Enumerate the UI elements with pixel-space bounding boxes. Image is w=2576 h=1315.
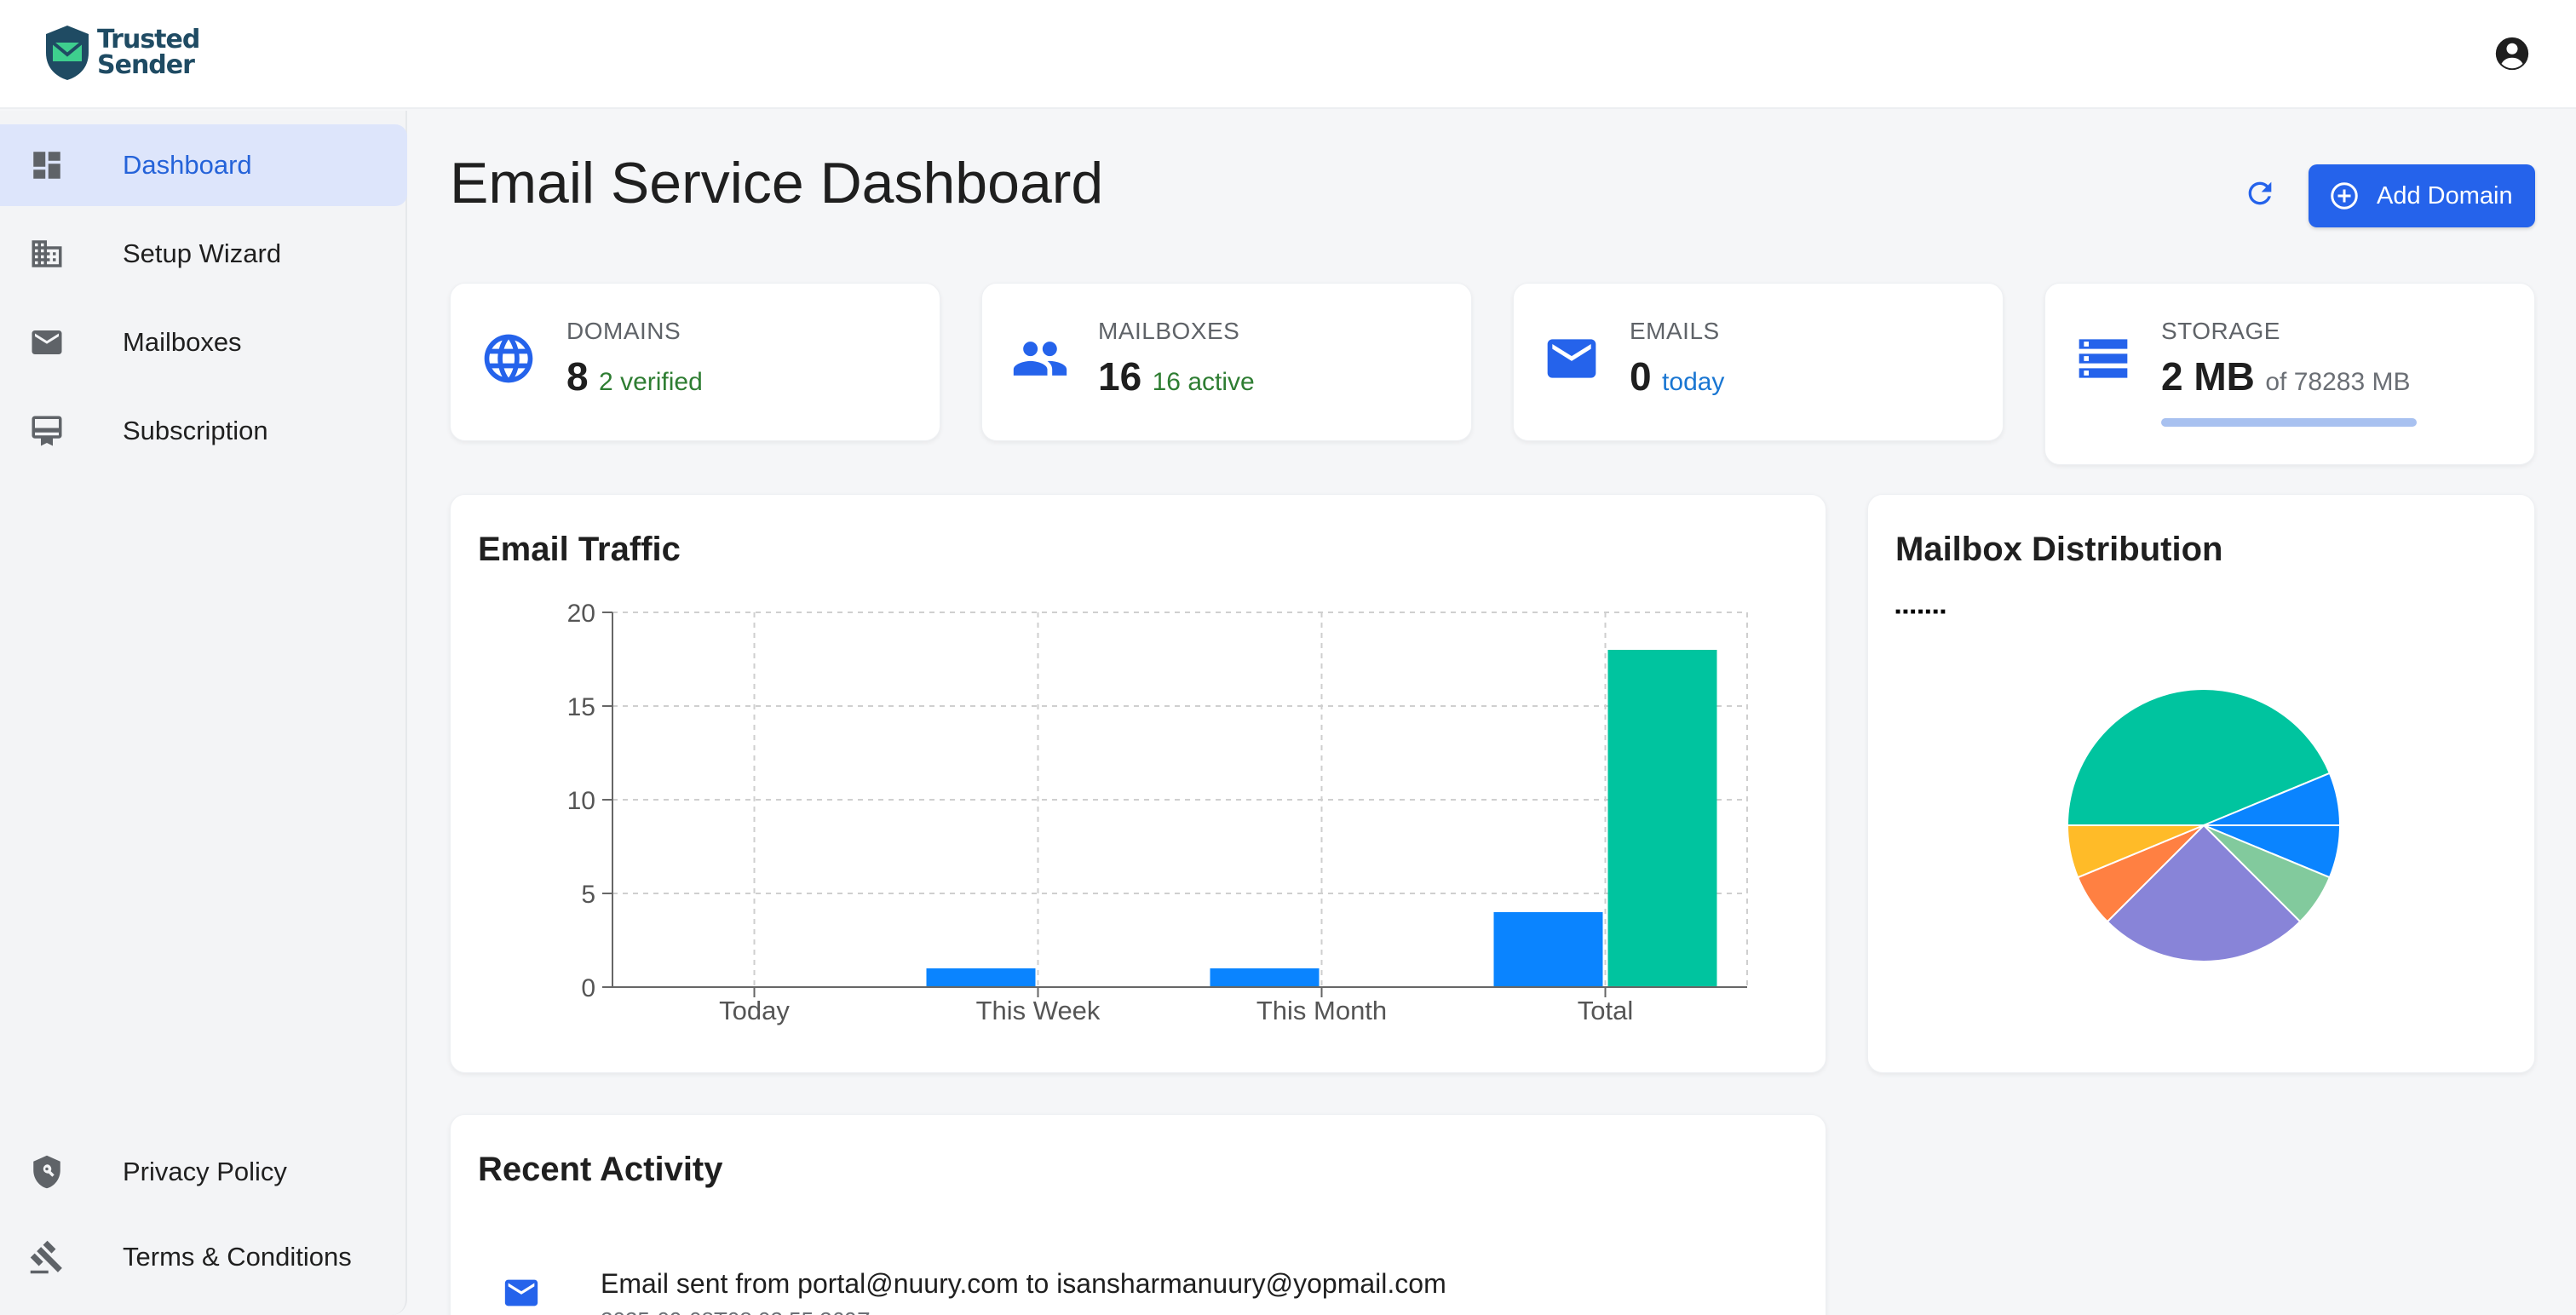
stat-value: 2 MB	[2161, 354, 2255, 399]
sidebar-item-label: Privacy Policy	[123, 1157, 287, 1186]
stat-value-row: 0 today	[1630, 353, 1724, 399]
add-circle-icon	[2331, 182, 2358, 210]
bar-total-series-0[interactable]	[1493, 912, 1603, 987]
pie-slice-4[interactable]	[2106, 824, 2302, 962]
activity-timestamp: 2025-09-08T08:03:55.369Z	[601, 1307, 871, 1315]
sidebar-item-label: Subscription	[123, 416, 268, 445]
page-title: Email Service Dashboard	[450, 151, 1104, 215]
storage-icon	[2079, 339, 2128, 378]
sidebar-item-label: Setup Wizard	[123, 238, 282, 268]
card-icon	[29, 413, 65, 449]
sidebar-item-dashboard[interactable]: Dashboard	[0, 124, 407, 206]
brand-name: Trusted Sender	[97, 25, 200, 80]
brand-line-2: Sender	[97, 50, 195, 80]
y-tick-label: 20	[567, 600, 595, 628]
stat-card-storage: STORAGE 2 MB of 78283 MB	[2044, 283, 2535, 465]
x-tick-label: This Month	[1256, 996, 1387, 1025]
email-traffic-chart: 0 5 10 15 20 Today This Week This Month Total	[567, 600, 1748, 1025]
globe-icon	[484, 334, 533, 383]
stat-label: EMAILS	[1630, 318, 1720, 344]
stat-subtext: of 78283 MB	[2265, 368, 2411, 396]
x-tick-label: Total	[1578, 996, 1633, 1025]
stat-card-mailboxes: MAILBOXES 16 16 active	[981, 283, 1472, 441]
bar-this-week-series-0[interactable]	[926, 968, 1036, 987]
pie-legend: ■ ■ ■ ■ ■ ■ ■	[1895, 607, 1946, 617]
card-title: Mailbox Distribution	[1895, 531, 2223, 568]
shield-logo-icon	[46, 26, 89, 80]
refresh-icon	[2248, 181, 2272, 205]
stat-value-row: 8 2 verified	[566, 353, 703, 399]
email-traffic-card: Email Traffic 0 5 10 15 20 Today This Week This…	[450, 494, 1826, 1073]
y-tick-label: 10	[567, 787, 595, 815]
top-app-bar: Trusted Sender	[0, 0, 2576, 109]
account-circle-icon[interactable]	[2493, 34, 2532, 73]
y-tick-label: 5	[581, 881, 595, 909]
sidebar-item-terms[interactable]: Terms & Conditions	[0, 1216, 407, 1298]
bar-total-series-1[interactable]	[1607, 650, 1717, 987]
pie-slice-6[interactable]	[2066, 824, 2205, 879]
sidebar-item-setup-wizard[interactable]: Setup Wizard	[0, 213, 407, 295]
mailbox-distribution-chart	[2066, 688, 2342, 962]
sidebar-item-mailboxes[interactable]: Mailboxes	[0, 301, 407, 383]
stat-value-row: 16 16 active	[1098, 353, 1255, 399]
stat-subtext: today	[1662, 368, 1725, 396]
card-title: Email Traffic	[478, 531, 681, 568]
brand-logo[interactable]: Trusted Sender	[43, 24, 200, 82]
stat-label: DOMAINS	[566, 318, 681, 344]
recent-activity-card: Recent Activity Email sent from portal@n…	[450, 1114, 1826, 1315]
stat-value: 8	[566, 354, 589, 399]
storage-progress-bar	[2161, 418, 2417, 427]
sidebar-item-privacy-policy[interactable]: Privacy Policy	[0, 1131, 407, 1213]
sidebar-item-label: Mailboxes	[123, 327, 242, 357]
gavel-icon	[29, 1239, 65, 1275]
stat-value-row: 2 MB of 78283 MB	[2161, 353, 2410, 399]
bar-this-month-series-0[interactable]	[1210, 968, 1320, 987]
sidebar-item-subscription[interactable]: Subscription	[0, 390, 407, 472]
mailbox-distribution-card: Mailbox Distribution ■ ■ ■ ■ ■ ■ ■	[1867, 494, 2535, 1073]
people-icon	[1013, 342, 1067, 376]
pie-slice-0[interactable]	[2066, 688, 2332, 826]
stat-card-domains: DOMAINS 8 2 verified	[450, 283, 940, 441]
mail-icon	[1547, 339, 1596, 378]
refresh-button[interactable]	[2240, 174, 2280, 213]
sidebar: Dashboard Setup Wizard Mailboxes Subscri…	[0, 111, 407, 1315]
y-tick-label: 0	[581, 974, 595, 1002]
sidebar-item-label: Dashboard	[123, 150, 252, 180]
stat-label: MAILBOXES	[1098, 318, 1240, 344]
stat-subtext: 16 active	[1152, 368, 1255, 396]
stat-card-emails: EMAILS 0 today	[1513, 283, 2004, 441]
sidebar-item-label: Terms & Conditions	[123, 1242, 352, 1272]
x-tick-label: This Week	[976, 996, 1101, 1025]
stat-value: 16	[1098, 354, 1142, 399]
y-tick-label: 15	[567, 693, 595, 721]
dashboard-icon	[29, 147, 65, 183]
shield-icon	[29, 1154, 65, 1190]
mail-icon	[29, 324, 65, 360]
stat-subtext: 2 verified	[599, 368, 703, 396]
list-item[interactable]: Email sent from portal@nuury.com to isan…	[451, 1251, 1827, 1315]
add-domain-label: Add Domain	[2377, 181, 2513, 210]
card-title: Recent Activity	[478, 1151, 723, 1188]
stat-value: 0	[1630, 354, 1652, 399]
mail-icon	[504, 1279, 538, 1306]
stat-label: STORAGE	[2161, 318, 2280, 344]
brand-line-1: Trusted	[97, 25, 200, 55]
add-domain-button[interactable]: Add Domain	[2309, 164, 2535, 227]
building-icon	[29, 236, 65, 272]
x-tick-label: Today	[719, 996, 790, 1025]
activity-text: Email sent from portal@nuury.com to isan…	[601, 1268, 1446, 1299]
